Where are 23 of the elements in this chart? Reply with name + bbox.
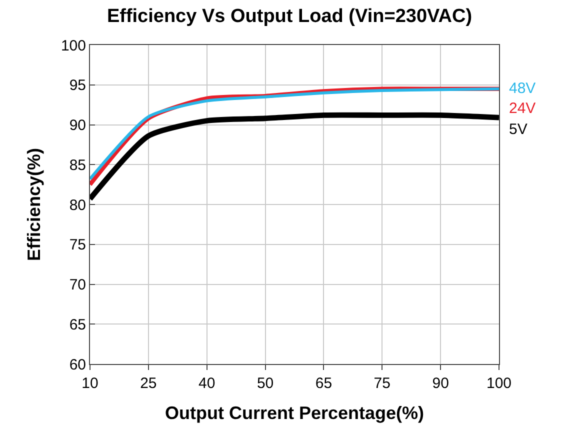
y-tick-label: 80: [69, 196, 86, 214]
y-tick-label: 65: [69, 316, 86, 334]
series-label: 5V: [509, 121, 528, 138]
x-tick-label: 25: [140, 375, 157, 392]
y-tick-label: 70: [69, 276, 86, 294]
x-tick-label: 50: [256, 375, 274, 392]
x-tick-label: 75: [374, 375, 390, 392]
y-tick-label: 85: [69, 156, 86, 174]
y-axis-title: Efficiency(%): [24, 148, 44, 262]
y-tick-label: 75: [69, 236, 86, 254]
x-tick-label: 40: [198, 375, 216, 392]
x-tick-label: 10: [82, 375, 98, 392]
y-tick-label: 95: [69, 77, 86, 94]
x-tick-label: 100: [486, 375, 512, 392]
series-label: 48V: [509, 80, 536, 97]
y-tick-label: 100: [60, 37, 86, 54]
y-tick-label: 60: [69, 356, 86, 374]
series-label: 24V: [509, 100, 536, 117]
y-tick-label: 90: [69, 117, 86, 134]
chart-title: Efficiency Vs Output Load (Vin=230VAC): [106, 6, 472, 28]
x-tick-label: 90: [432, 375, 449, 392]
x-axis-title: Output Current Percentage(%): [164, 403, 424, 424]
x-tick-label: 65: [315, 375, 332, 392]
